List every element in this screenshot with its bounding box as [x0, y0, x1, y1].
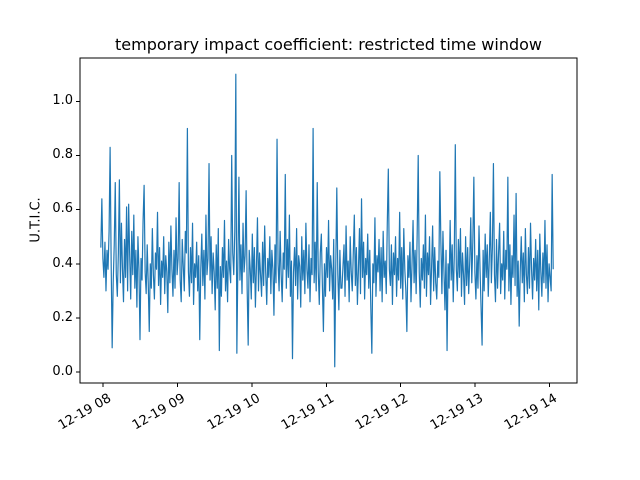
chart-title: temporary impact coefficient: restricted… [115, 35, 542, 54]
y-tick-label-0.4: 0.4 [52, 256, 73, 271]
y-tick-label-0.6: 0.6 [52, 201, 73, 216]
y-tick-label-0.2: 0.2 [52, 310, 73, 325]
y-tick-label-1.0: 1.0 [52, 93, 73, 108]
y-tick-label-0.8: 0.8 [52, 147, 73, 162]
y-tick-label-0.0: 0.0 [52, 364, 73, 379]
